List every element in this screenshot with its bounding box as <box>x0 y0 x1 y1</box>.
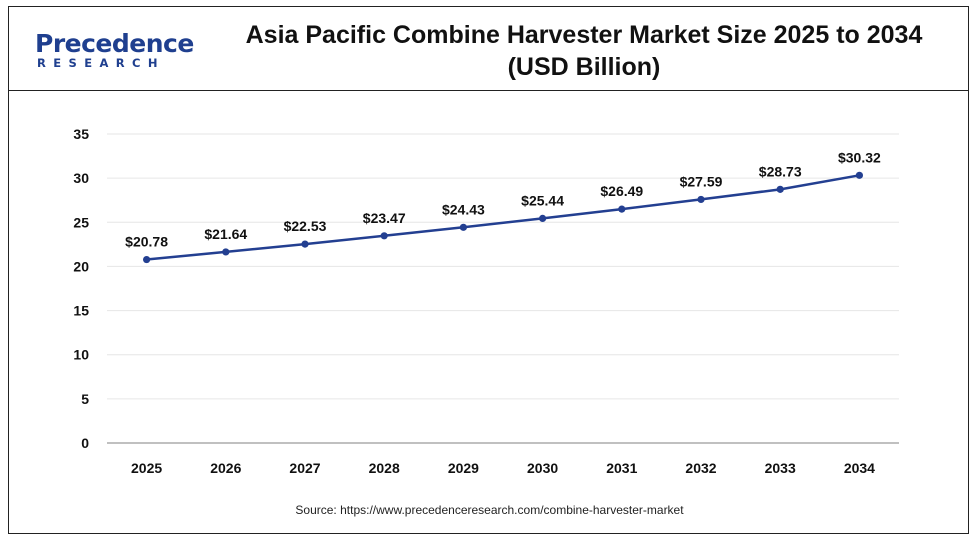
data-point-2026 <box>222 248 230 256</box>
data-point-2031 <box>618 205 626 213</box>
data-label-2025: $20.78 <box>125 234 168 250</box>
data-label-2028: $23.47 <box>363 210 406 226</box>
data-point-2032 <box>697 195 705 204</box>
data-label-2026: $21.64 <box>204 226 247 242</box>
y-tick-label-10: 10 <box>73 347 89 363</box>
data-label-2029: $24.43 <box>442 201 485 217</box>
y-tick-label-30: 30 <box>73 170 89 186</box>
data-point-2027 <box>301 240 309 248</box>
precedence-research-logo: Precedence RESEARCH <box>35 31 194 70</box>
data-label-2031: $26.49 <box>600 183 643 199</box>
x-tick-label-2034: 2034 <box>844 460 875 476</box>
data-point-2034 <box>855 171 864 179</box>
y-tick-label-25: 25 <box>73 214 89 230</box>
y-tick-label-20: 20 <box>73 258 89 274</box>
data-point-2033 <box>776 185 784 193</box>
logo-subtitle: RESEARCH <box>37 56 165 70</box>
x-tick-label-2033: 2033 <box>765 460 796 476</box>
chart-title: Asia Pacific Combine Harvester Market Si… <box>204 19 964 83</box>
data-label-2030: $25.44 <box>521 192 564 208</box>
data-label-2027: $22.53 <box>284 218 327 234</box>
x-tick-label-2028: 2028 <box>369 460 400 476</box>
x-tick-label-2026: 2026 <box>210 460 241 476</box>
x-tick-label-2031: 2031 <box>606 460 637 476</box>
chart-title-line-2: (USD Billion) <box>507 53 661 81</box>
x-tick-label-2025: 2025 <box>131 460 162 476</box>
chart-title-line-1: Asia Pacific Combine Harvester Market Si… <box>245 21 923 49</box>
y-tick-label-5: 5 <box>81 391 89 407</box>
y-tick-label-15: 15 <box>73 303 89 319</box>
logo-wordmark: Precedence <box>35 29 194 58</box>
x-tick-label-2030: 2030 <box>527 460 558 476</box>
data-point-2025 <box>143 255 151 264</box>
data-label-2033: $28.73 <box>759 163 802 179</box>
source-note: Source: https://www.precedenceresearch.c… <box>295 503 684 517</box>
data-point-2030 <box>539 214 547 223</box>
y-tick-label-35: 35 <box>73 126 89 142</box>
data-label-2032: $27.59 <box>680 173 723 189</box>
data-point-2029 <box>459 223 467 231</box>
series-line-0 <box>146 174 860 261</box>
data-point-2028 <box>380 232 388 240</box>
data-label-2034: $30.32 <box>838 149 881 165</box>
x-tick-label-2027: 2027 <box>289 460 320 476</box>
y-tick-label-0: 0 <box>81 435 89 451</box>
chart-frame: Precedence RESEARCH Asia Pacific Combine… <box>8 6 969 534</box>
x-tick-label-2029: 2029 <box>448 460 479 476</box>
x-tick-label-2032: 2032 <box>685 460 716 476</box>
chart-header: Precedence RESEARCH Asia Pacific Combine… <box>9 7 968 91</box>
